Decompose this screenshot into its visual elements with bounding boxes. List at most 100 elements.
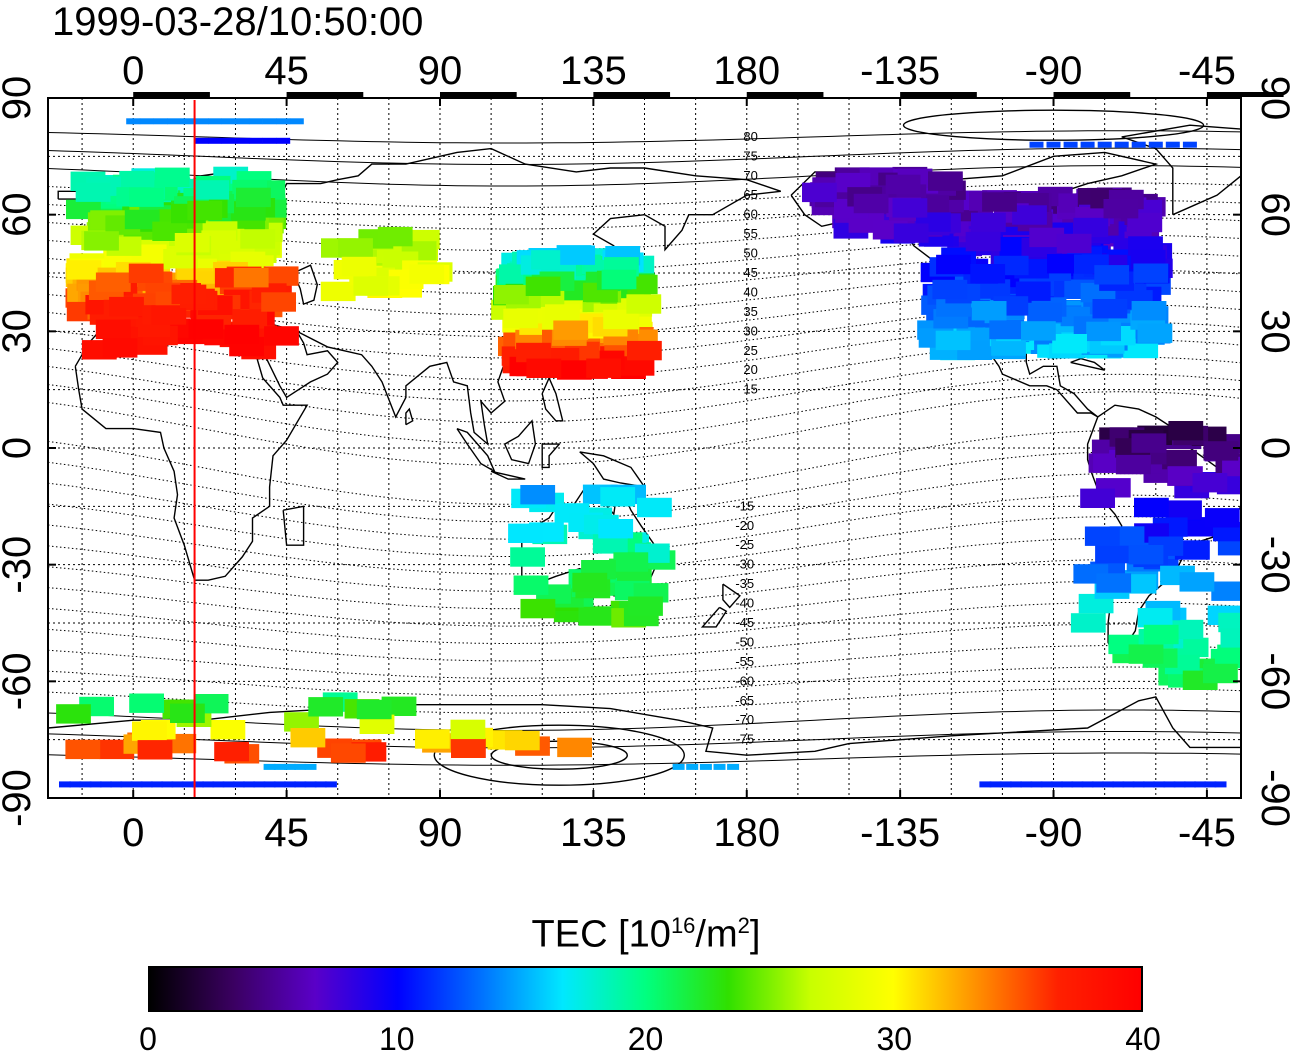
tec-cell <box>1153 781 1166 788</box>
map-title: 1999-03-28/10:50:00 <box>52 0 424 44</box>
frame-bar <box>1053 92 1131 97</box>
tec-cell <box>276 118 291 125</box>
tec-cell <box>171 284 207 305</box>
tec-cell <box>137 740 173 760</box>
tec-cell <box>284 763 296 770</box>
tec-cell <box>170 703 205 723</box>
tec-cell <box>603 309 638 330</box>
tec-cell <box>236 187 271 208</box>
tec-cell <box>520 598 556 619</box>
tec-cell <box>1192 473 1228 493</box>
tec-cell <box>971 212 1006 233</box>
tec-cell <box>545 304 580 324</box>
colorbar-tick-label: 40 <box>1125 1021 1161 1057</box>
x-tick-label: 90 <box>418 811 463 855</box>
tec-cell <box>132 721 167 741</box>
tec-cell <box>208 118 222 125</box>
tec-cell <box>224 324 260 345</box>
tec-cell <box>1211 581 1241 601</box>
contour-label: -25 <box>735 537 754 552</box>
contour-label: 45 <box>743 265 757 280</box>
y-tick-labels-right: 90 60 30 0 -30 -60 -90 <box>1253 76 1292 827</box>
tec-cell <box>989 319 1025 340</box>
contour-label: 25 <box>743 343 757 358</box>
tec-cell <box>124 209 160 230</box>
tec-cell <box>1020 781 1033 788</box>
tec-cell <box>999 781 1012 788</box>
frame-bar <box>439 92 517 97</box>
tec-cell <box>1052 334 1087 354</box>
tec-cell <box>95 319 131 340</box>
x-tick-label: 0 <box>122 811 144 855</box>
x-tick-label: 180 <box>713 49 780 93</box>
tec-cell <box>102 338 138 358</box>
tec-cell <box>1112 781 1125 788</box>
tec-cell <box>233 268 269 288</box>
tec-cell <box>989 781 1002 788</box>
contour-line <box>48 688 1241 714</box>
tec-cell <box>686 763 699 770</box>
y-tick-label: 30 <box>0 309 39 354</box>
tec-cell <box>65 739 101 760</box>
tec-cell <box>263 266 299 286</box>
tec-cell <box>171 781 184 788</box>
tec-cell <box>56 704 91 724</box>
x-tick-label: -90 <box>1025 811 1083 855</box>
tec-cell <box>1204 781 1217 788</box>
tec-cell <box>1128 545 1164 565</box>
tec-cell <box>713 763 726 770</box>
tec-cell <box>153 118 168 125</box>
contour-label: -30 <box>735 557 754 572</box>
tec-cell <box>932 279 968 300</box>
tec-cell <box>290 728 326 748</box>
tec-cell <box>572 572 608 593</box>
tec-cell <box>174 233 210 253</box>
tec-cell <box>525 276 561 296</box>
tec-cell <box>324 781 337 788</box>
tec-cell <box>194 118 209 125</box>
tec-cell <box>212 781 225 788</box>
contour-label: -15 <box>735 498 754 513</box>
tec-cell <box>600 487 636 507</box>
north-pole-contour <box>902 109 1205 141</box>
tec-cell <box>1179 572 1215 592</box>
tec-cell <box>520 485 556 505</box>
tec-cell <box>971 301 1007 321</box>
tec-cell <box>253 781 266 788</box>
y-tick-label: -30 <box>0 536 39 594</box>
tec-cell <box>893 223 929 243</box>
tec-cell <box>128 263 164 283</box>
tec-cell <box>161 781 174 788</box>
tec-cell <box>308 697 344 717</box>
tec-cell <box>192 781 204 788</box>
tec-cell <box>221 137 236 144</box>
tec-cell <box>526 358 562 378</box>
tec-cell <box>1183 781 1196 788</box>
tec-cell <box>513 575 549 595</box>
tec-cell <box>210 720 246 740</box>
tec-cell <box>110 781 123 788</box>
tec-cell <box>451 738 486 758</box>
colorbar-tick-label: 30 <box>876 1021 913 1057</box>
tec-cell <box>235 118 250 125</box>
contour-line <box>48 391 1241 466</box>
tec-cell <box>341 256 377 277</box>
contour-label: -65 <box>735 693 754 708</box>
colorbar <box>148 966 1143 1012</box>
y-tick-label: -90 <box>1253 769 1292 827</box>
tec-cell <box>273 763 286 770</box>
tec-cell <box>853 193 889 214</box>
tec-cell <box>494 285 529 305</box>
x-tick-label: -90 <box>1025 49 1083 93</box>
y-tick-label: -90 <box>0 769 39 827</box>
contour-label: -35 <box>735 576 754 591</box>
contour-line <box>48 623 1241 662</box>
tec-cell <box>627 340 662 361</box>
tec-cell <box>1073 217 1109 238</box>
tec-cell <box>1086 321 1121 342</box>
tec-cell <box>1214 781 1227 788</box>
tec-cell <box>79 781 92 788</box>
tec-cell <box>1134 497 1169 518</box>
tec-cell <box>243 781 256 788</box>
tec-cell <box>353 276 389 296</box>
